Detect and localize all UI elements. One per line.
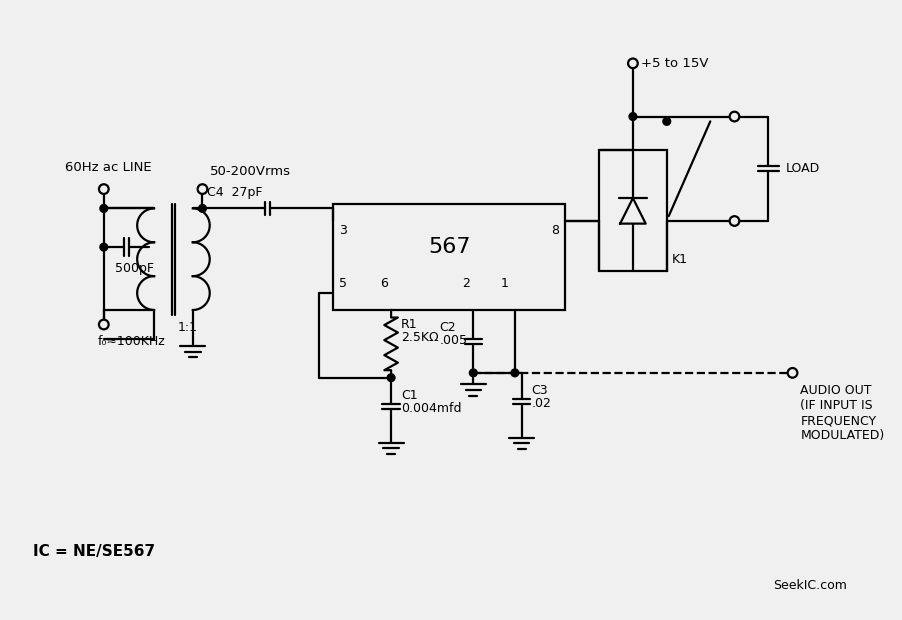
Circle shape: [628, 58, 638, 68]
Text: C3: C3: [531, 384, 548, 397]
Circle shape: [387, 374, 395, 381]
Text: 2: 2: [462, 277, 470, 290]
Text: 500pF: 500pF: [115, 262, 154, 275]
Circle shape: [469, 369, 477, 377]
Circle shape: [629, 113, 637, 120]
Text: AUDIO OUT
(IF INPUT IS
FREQUENCY
MODULATED): AUDIO OUT (IF INPUT IS FREQUENCY MODULAT…: [800, 384, 885, 443]
Circle shape: [787, 368, 797, 378]
Circle shape: [100, 243, 107, 251]
Circle shape: [730, 112, 740, 122]
Text: IC = NE/SE567: IC = NE/SE567: [33, 544, 155, 559]
Text: 8: 8: [551, 224, 558, 237]
Text: .005: .005: [439, 334, 467, 347]
Circle shape: [100, 205, 107, 212]
Text: 3: 3: [339, 224, 346, 237]
Text: 50-200Vrms: 50-200Vrms: [210, 165, 291, 178]
Circle shape: [663, 118, 670, 125]
Text: C2: C2: [439, 321, 456, 334]
Text: f₀≈100KHz: f₀≈100KHz: [98, 335, 166, 348]
Text: 6: 6: [381, 277, 389, 290]
Text: C4  27pF: C4 27pF: [207, 187, 262, 200]
Bar: [333, 203, 566, 310]
Text: +5 to 15V: +5 to 15V: [640, 57, 708, 70]
Text: .02: .02: [531, 397, 551, 410]
Text: 1:1: 1:1: [178, 321, 198, 334]
Circle shape: [511, 369, 519, 377]
Text: 5: 5: [339, 277, 347, 290]
Circle shape: [198, 205, 207, 212]
Circle shape: [99, 320, 108, 329]
Text: SeekIC.com: SeekIC.com: [773, 579, 847, 592]
Circle shape: [730, 216, 740, 226]
Text: 1: 1: [501, 277, 508, 290]
Text: K1: K1: [672, 254, 687, 267]
Circle shape: [198, 184, 207, 194]
Bar: [599, 151, 667, 272]
Text: 567: 567: [428, 237, 470, 257]
Text: 2.5KΩ: 2.5KΩ: [400, 330, 438, 343]
Text: R1: R1: [400, 318, 418, 331]
Text: C1: C1: [400, 389, 418, 402]
Circle shape: [99, 184, 108, 194]
Text: 0.004mfd: 0.004mfd: [400, 402, 461, 415]
Text: LOAD: LOAD: [786, 162, 820, 175]
Text: 60Hz ac LINE: 60Hz ac LINE: [65, 161, 152, 174]
